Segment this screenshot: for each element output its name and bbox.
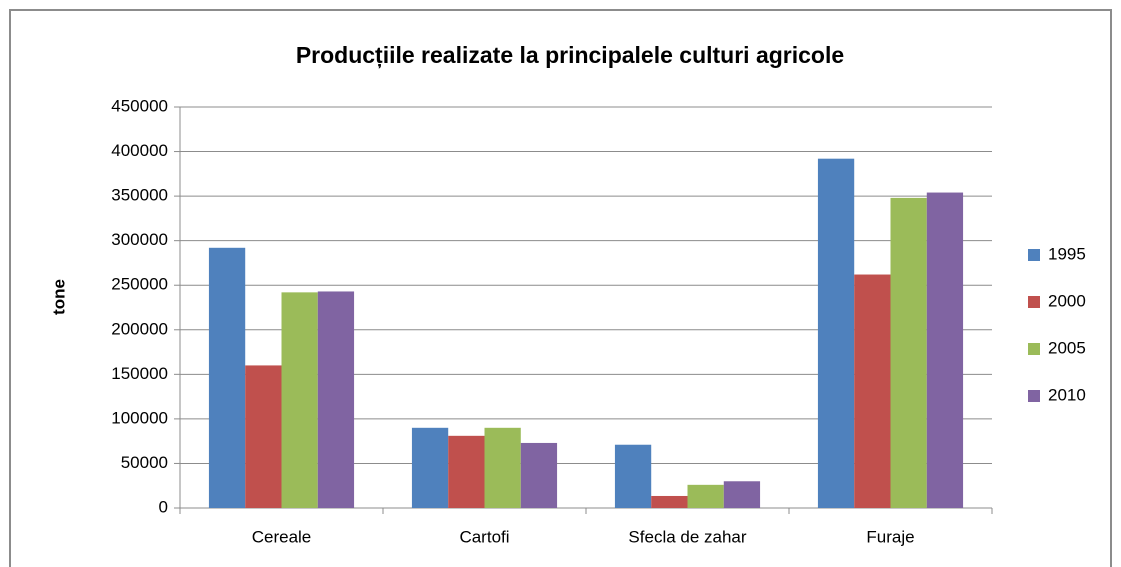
bar (614, 444, 652, 508)
bar (520, 442, 558, 508)
bar (651, 495, 688, 508)
bar (245, 365, 282, 508)
x-tick-label: Sfecla de zahar (628, 527, 746, 546)
x-tick-label: Furaje (866, 527, 914, 546)
bar (926, 192, 964, 508)
legend-swatch (1028, 296, 1040, 308)
bar (208, 247, 246, 508)
chart-title: Producțiile realizate la principalele cu… (296, 42, 844, 69)
legend-label: 1995 (1048, 244, 1086, 263)
bar (317, 291, 355, 508)
legend-swatch (1028, 343, 1040, 355)
legend-swatch (1028, 249, 1040, 261)
legend-label: 2010 (1048, 385, 1086, 404)
y-tick-label: 300000 (111, 230, 168, 249)
legend-swatch (1028, 390, 1040, 402)
y-axis-title: tone (49, 279, 68, 315)
legend-label: 2005 (1048, 338, 1086, 357)
y-tick-label: 250000 (111, 275, 168, 294)
bar (854, 274, 891, 508)
x-tick-label: Cartofi (459, 527, 509, 546)
bar (890, 197, 927, 509)
bar (723, 481, 761, 508)
bar (687, 484, 724, 508)
y-tick-label: 50000 (121, 453, 168, 472)
y-tick-label: 0 (159, 497, 168, 516)
y-tick-label: 200000 (111, 319, 168, 338)
y-tick-label: 150000 (111, 364, 168, 383)
bar (448, 435, 485, 508)
bar (817, 158, 855, 508)
bar (411, 427, 449, 508)
bar (281, 292, 318, 508)
y-tick-label: 400000 (111, 141, 168, 160)
legend-label: 2000 (1048, 291, 1086, 310)
y-tick-label: 100000 (111, 408, 168, 427)
y-tick-label: 350000 (111, 186, 168, 205)
y-tick-label: 450000 (111, 96, 168, 115)
bar (484, 427, 521, 508)
x-tick-label: Cereale (252, 527, 312, 546)
